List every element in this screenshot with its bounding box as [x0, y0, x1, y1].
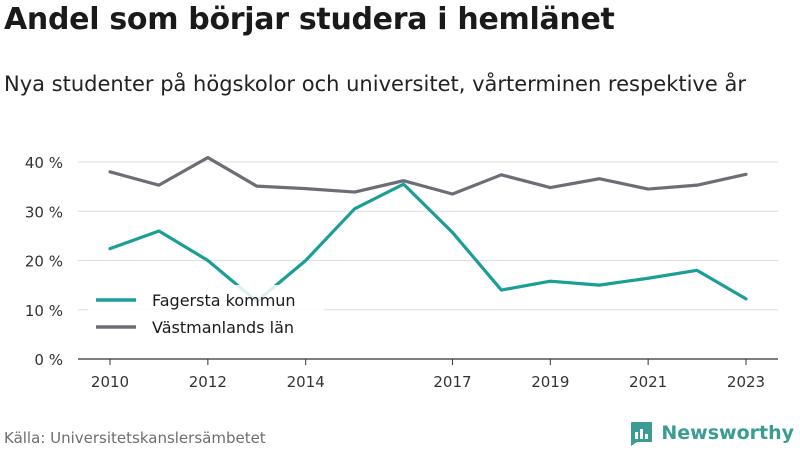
series-line-västmanlands-län: [108, 155, 748, 196]
legend-label: Västmanlands län: [152, 318, 294, 337]
x-axis-ticks: 2010 2012 2014 2017 2019 2021 2023: [91, 359, 765, 391]
y-tick-label: 0 %: [34, 351, 63, 369]
newsworthy-logo[interactable]: Newsworthy: [628, 420, 794, 446]
legend-label: Fagersta kommun: [152, 291, 296, 310]
x-tick-label: 2014: [287, 373, 325, 391]
newsworthy-brand-name: Newsworthy: [661, 422, 794, 444]
source-note: Källa: Universitetskanslersämbetet: [4, 429, 266, 447]
newsworthy-logo-icon: [631, 422, 653, 446]
y-tick-label: 40 %: [25, 154, 63, 172]
y-tick-label: 20 %: [25, 253, 63, 271]
x-tick-label: 2021: [629, 373, 667, 391]
grid-lines: [78, 161, 778, 360]
y-tick-label: 10 %: [25, 302, 63, 320]
chart-title: Andel som börjar studera i hemlänet: [4, 2, 615, 37]
y-axis-ticks: 0 % 10 % 20 % 30 % 40 %: [25, 154, 63, 369]
x-tick-label: 2012: [189, 373, 227, 391]
y-tick-label: 30 %: [25, 203, 63, 221]
x-tick-label: 2023: [727, 373, 765, 391]
chart-subtitle: Nya studenter på högskolor och universit…: [4, 72, 746, 96]
chart-legend: Fagersta kommun Västmanlands län: [88, 285, 324, 341]
x-tick-label: 2019: [531, 373, 569, 391]
x-tick-label: 2017: [433, 373, 471, 391]
series-lines: [108, 155, 748, 303]
legend-background: [88, 285, 324, 341]
series-line-fagersta-kommun: [108, 182, 748, 303]
x-tick-label: 2010: [91, 373, 129, 391]
